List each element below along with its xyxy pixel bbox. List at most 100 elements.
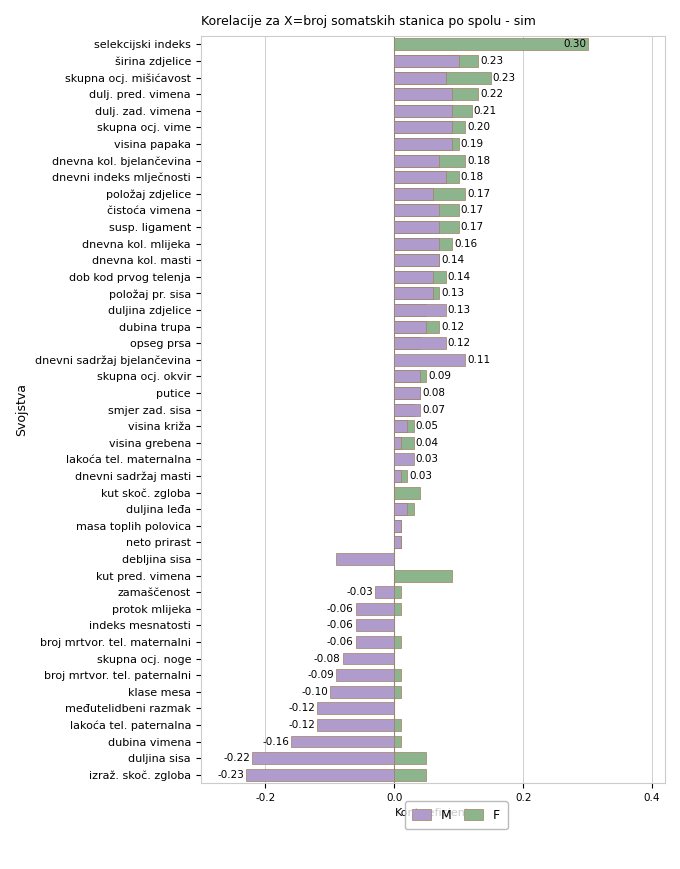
Bar bbox=[394, 437, 413, 448]
Bar bbox=[394, 337, 446, 349]
Text: 0.09: 0.09 bbox=[428, 371, 452, 381]
Bar bbox=[336, 669, 394, 681]
Text: 0.17: 0.17 bbox=[460, 205, 483, 216]
Bar bbox=[394, 487, 420, 499]
Bar bbox=[394, 370, 420, 382]
Bar bbox=[394, 337, 420, 349]
Bar bbox=[394, 71, 491, 83]
Bar bbox=[394, 255, 439, 266]
Bar bbox=[394, 536, 401, 548]
Text: 0.03: 0.03 bbox=[415, 454, 439, 464]
Bar bbox=[394, 221, 439, 233]
Bar bbox=[394, 55, 459, 67]
Text: 0.03: 0.03 bbox=[409, 471, 432, 481]
Bar bbox=[394, 188, 465, 200]
Bar bbox=[394, 387, 420, 399]
Bar bbox=[343, 653, 394, 665]
Text: -0.06: -0.06 bbox=[327, 604, 354, 614]
Text: 0.11: 0.11 bbox=[467, 355, 490, 365]
Bar bbox=[394, 255, 439, 266]
Text: 0.14: 0.14 bbox=[441, 255, 464, 265]
Bar bbox=[394, 503, 413, 515]
Bar bbox=[394, 105, 471, 116]
Bar bbox=[394, 171, 459, 183]
Bar bbox=[394, 155, 439, 167]
Text: -0.12: -0.12 bbox=[288, 703, 315, 713]
Bar bbox=[394, 55, 478, 67]
Bar bbox=[394, 520, 401, 532]
Text: 0.05: 0.05 bbox=[415, 421, 439, 431]
Text: 0.19: 0.19 bbox=[460, 139, 483, 149]
Bar bbox=[246, 769, 394, 780]
Bar bbox=[394, 138, 452, 150]
Bar bbox=[394, 669, 401, 681]
Text: -0.16: -0.16 bbox=[262, 737, 289, 746]
Bar bbox=[394, 753, 426, 764]
Text: 0.18: 0.18 bbox=[460, 172, 483, 182]
Bar bbox=[394, 603, 401, 614]
Bar bbox=[394, 89, 452, 100]
Bar bbox=[317, 702, 394, 714]
Bar bbox=[394, 421, 407, 432]
Bar bbox=[394, 271, 446, 282]
Text: 0.18: 0.18 bbox=[467, 156, 490, 166]
Text: 0.04: 0.04 bbox=[415, 438, 439, 448]
Bar bbox=[394, 686, 401, 698]
Bar bbox=[394, 288, 439, 299]
Bar bbox=[356, 603, 394, 614]
Bar bbox=[394, 587, 401, 598]
Bar bbox=[394, 421, 413, 432]
Bar bbox=[356, 620, 394, 631]
Bar bbox=[394, 503, 407, 515]
Bar bbox=[394, 105, 452, 116]
Text: -0.08: -0.08 bbox=[314, 653, 341, 664]
Bar bbox=[394, 122, 465, 133]
Text: 0.22: 0.22 bbox=[480, 90, 503, 99]
Legend: M, F: M, F bbox=[405, 801, 507, 829]
Text: 0.07: 0.07 bbox=[422, 405, 445, 415]
Text: 0.16: 0.16 bbox=[454, 239, 477, 249]
Bar bbox=[336, 553, 394, 565]
Text: 0.23: 0.23 bbox=[480, 56, 503, 66]
Bar bbox=[394, 237, 452, 249]
Bar bbox=[252, 753, 394, 764]
Bar bbox=[394, 403, 413, 415]
X-axis label: Kor.koeficient: Kor.koeficient bbox=[395, 808, 471, 819]
Text: 0.30: 0.30 bbox=[563, 39, 586, 50]
Bar bbox=[394, 437, 401, 448]
Text: -0.06: -0.06 bbox=[327, 620, 354, 630]
Bar bbox=[394, 403, 420, 415]
Bar bbox=[394, 204, 459, 216]
Text: 0.08: 0.08 bbox=[422, 388, 445, 398]
Bar bbox=[394, 288, 433, 299]
Bar bbox=[394, 204, 439, 216]
Bar bbox=[394, 155, 465, 167]
Text: 0.14: 0.14 bbox=[447, 272, 471, 282]
Bar bbox=[394, 122, 452, 133]
Text: 0.13: 0.13 bbox=[447, 305, 471, 315]
Bar bbox=[394, 569, 452, 581]
Bar bbox=[394, 304, 426, 316]
Text: Korelacije za X=broj somatskih stanica po spolu - sim: Korelacije za X=broj somatskih stanica p… bbox=[201, 15, 536, 28]
Bar bbox=[394, 454, 413, 465]
Bar bbox=[394, 237, 439, 249]
Text: -0.09: -0.09 bbox=[307, 670, 335, 680]
Bar bbox=[394, 89, 478, 100]
Text: 0.23: 0.23 bbox=[493, 73, 516, 83]
Text: 0.20: 0.20 bbox=[467, 123, 490, 132]
Bar bbox=[291, 735, 394, 747]
Bar bbox=[394, 520, 401, 532]
Bar bbox=[394, 735, 401, 747]
Text: 0.13: 0.13 bbox=[441, 289, 464, 298]
Text: 0.21: 0.21 bbox=[473, 106, 496, 116]
Text: -0.12: -0.12 bbox=[288, 720, 315, 730]
Text: 0.12: 0.12 bbox=[447, 338, 471, 348]
Y-axis label: Svojstva: Svojstva bbox=[15, 383, 28, 436]
Bar bbox=[394, 536, 401, 548]
Bar bbox=[394, 769, 426, 780]
Bar bbox=[394, 719, 401, 731]
Bar bbox=[394, 138, 459, 150]
Text: -0.03: -0.03 bbox=[346, 587, 373, 597]
Bar bbox=[375, 587, 394, 598]
Bar bbox=[394, 470, 401, 482]
